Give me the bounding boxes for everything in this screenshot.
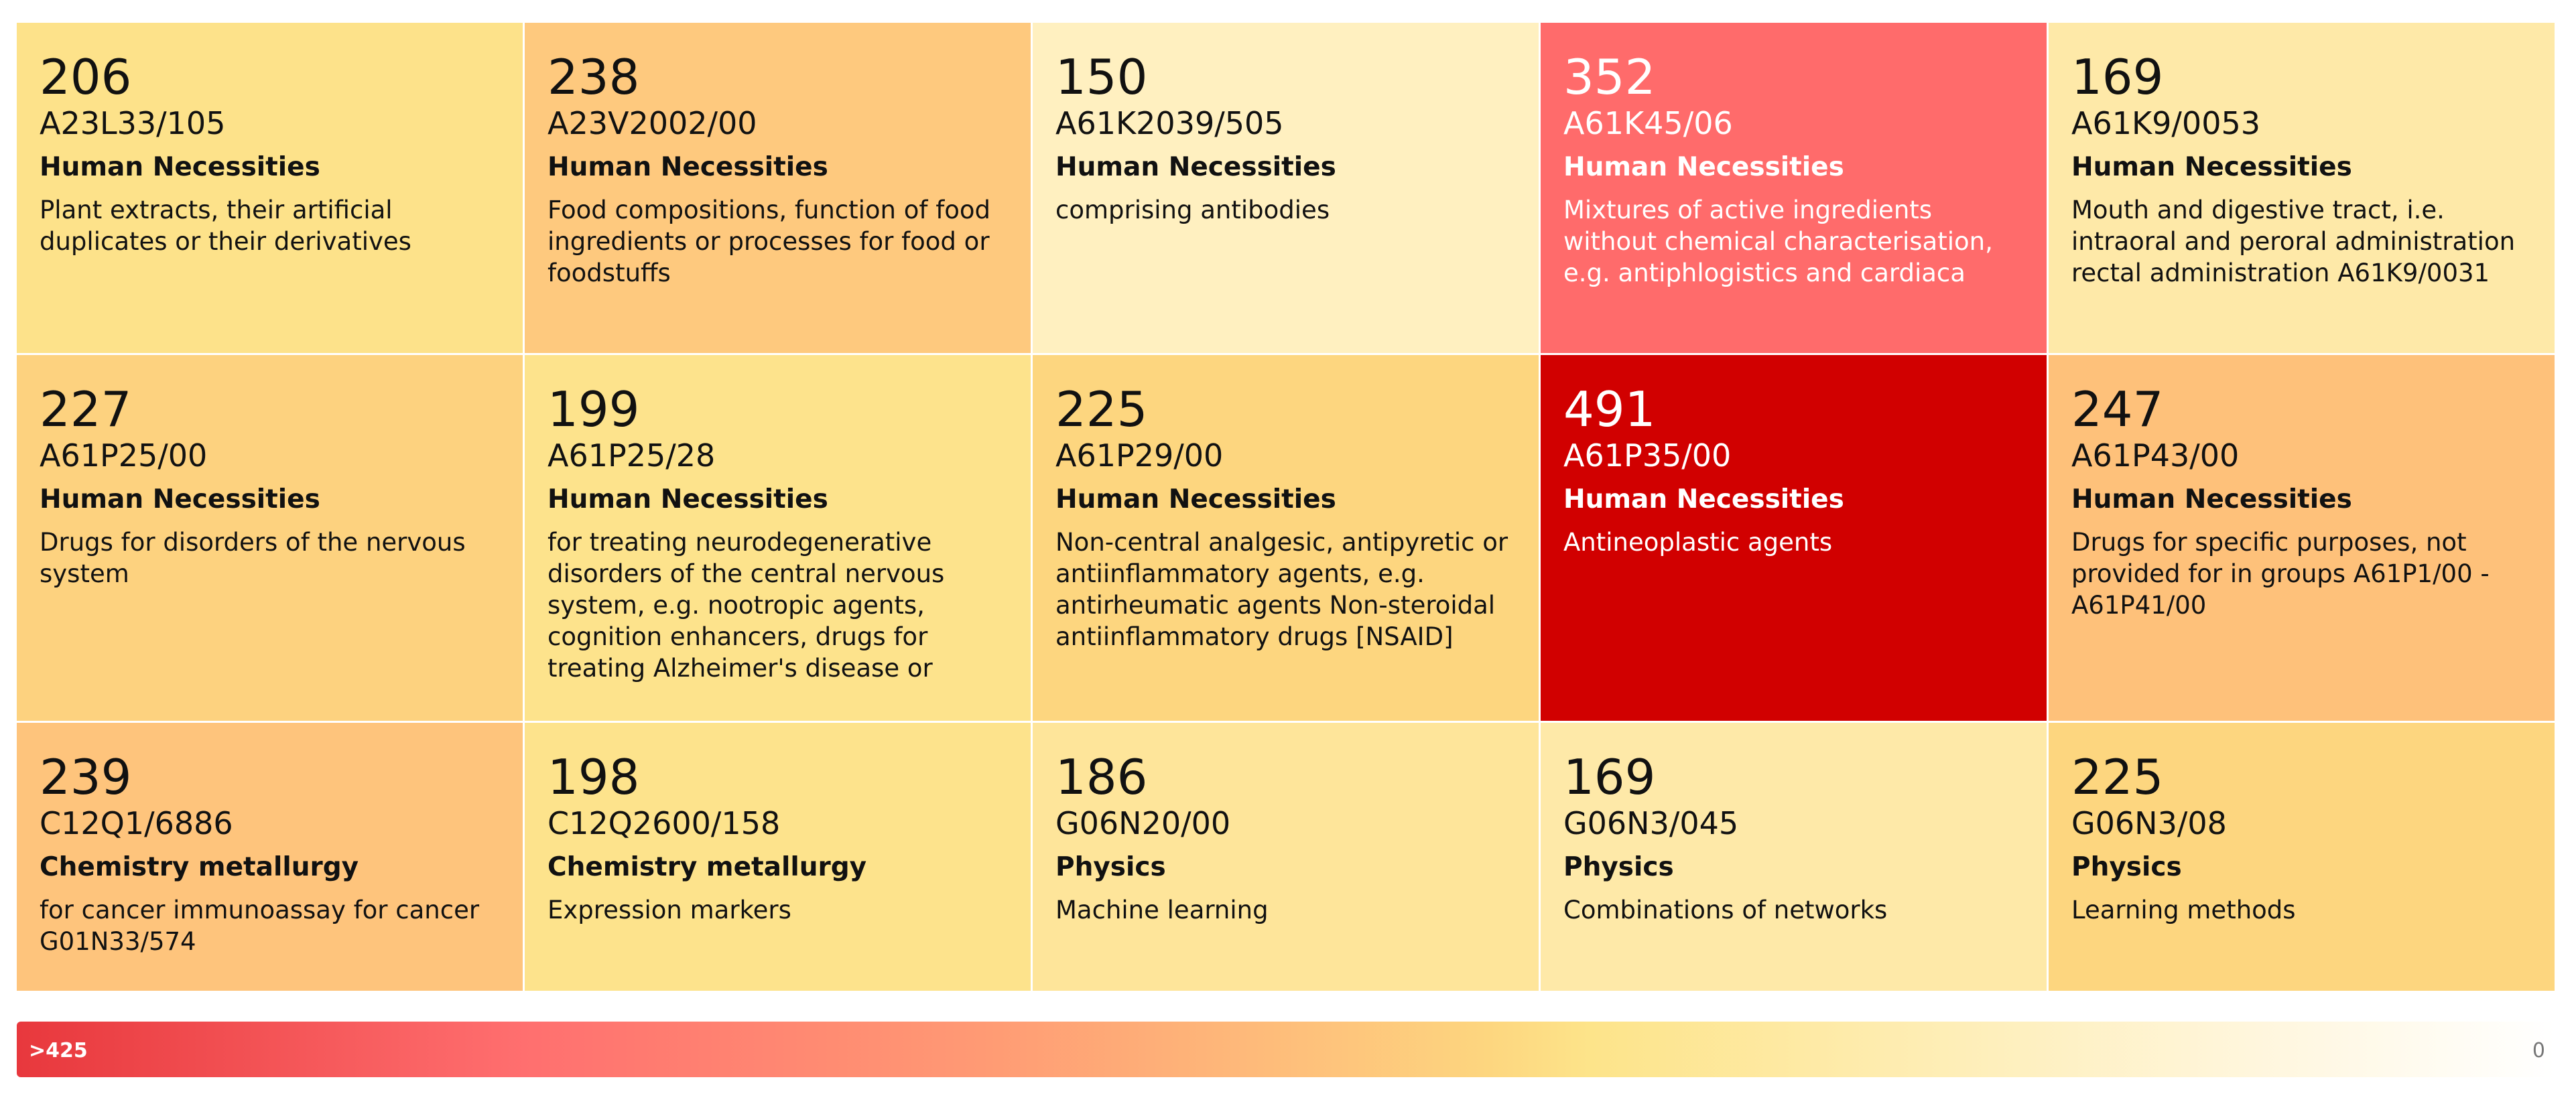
tile-count: 225 [2071,749,2164,805]
tile-section: Chemistry metallurgy [40,852,359,882]
tile-section: Human Necessities [2071,152,2352,182]
legend-min-label: 0 [2532,1039,2545,1062]
tile-section: Human Necessities [1563,484,1844,514]
tile-count: 169 [1563,749,1656,805]
tile-code: G06N3/045 [1563,805,1739,841]
tile-description: Machine learning [1055,896,1269,924]
tile-code: A61P29/00 [1055,437,1224,474]
heatmap-tile[interactable]: 352 A61K45/06 Human Necessities Mixtures of… [1541,23,2047,353]
tile-description: Expression markers [548,896,791,924]
tile-description: Mouth and digestive tract, i.e. intraora… [2071,196,2516,287]
tile-count: 199 [548,381,640,437]
heatmap-tile[interactable]: 186 G06N20/00 Physics Machine learning [1033,723,1539,991]
tile-section: Human Necessities [40,484,320,514]
tile-description: for cancer immunoassay for cancer G01N33… [40,896,480,956]
tile-description: Antineoplastic agents [1563,528,1833,557]
tile-section: Physics [1055,852,1166,882]
tile-description: Drugs for disorders of the nervous syste… [40,528,466,588]
tile-count: 227 [40,381,132,437]
tile-section: Human Necessities [548,484,828,514]
tile-count: 225 [1055,381,1148,437]
heatmap-tile[interactable]: 169 G06N3/045 Physics Combinations of netwo… [1541,723,2047,991]
tile-count: 491 [1563,381,1656,437]
tile-code: A61P35/00 [1563,437,1732,474]
tile-section: Human Necessities [2071,484,2352,514]
tile-section: Human Necessities [40,152,320,182]
tile-description: Plant extracts, their artificial duplica… [40,196,411,256]
tile-code: G06N3/08 [2071,805,2227,841]
tile-code: A61P25/28 [548,437,716,474]
color-legend: >425 0 [17,1022,2555,1077]
tile-code: C12Q1/6886 [40,805,233,841]
tile-count: 247 [2071,381,2164,437]
heatmap-tile[interactable]: 225 G06N3/08 Physics Learning methods [2049,723,2555,991]
tile-section: Human Necessities [1563,152,1844,182]
tile-count: 238 [548,49,640,105]
legend-max-label: >425 [29,1039,88,1062]
tile-description: Mixtures of active ingredients without c… [1563,196,1993,287]
tile-description: Combinations of networks [1563,896,1888,924]
tile-section: Human Necessities [548,152,828,182]
tile-description: Food compositions, function of food ingr… [548,196,990,287]
tile-description: comprising antibodies [1055,196,1330,224]
tile-description: for treating neurodegenerative disorders… [548,528,945,683]
tile-section: Human Necessities [1055,484,1336,514]
heatmap-tile[interactable]: 199 A61P25/28 Human Necessities for treatin… [525,355,1031,721]
tile-code: A61P43/00 [2071,437,2240,474]
heatmap-tile[interactable]: 169 A61K9/0053 Human Necessities Mouth and … [2049,23,2555,353]
tile-count: 352 [1563,49,1656,105]
tile-count: 206 [40,49,132,105]
tile-code: A61K2039/505 [1055,105,1284,141]
tile-description: Drugs for specific purposes, not provide… [2071,528,2490,620]
tile-code: A61K45/06 [1563,105,1733,141]
heatmap-tile[interactable]: 491 A61P35/00 Human Necessities Antineoplas… [1541,355,2047,721]
tile-code: G06N20/00 [1055,805,1231,841]
tile-code: C12Q2600/158 [548,805,781,841]
tile-section: Physics [2071,852,2182,882]
heatmap-tile[interactable]: 206 A23L33/105 Human Necessities Plant extr… [17,23,523,353]
heatmap-tile[interactable]: 198 C12Q2600/158 Chemistry metallurgy Expre… [525,723,1031,991]
tile-count: 198 [548,749,640,805]
tile-code: A23V2002/00 [548,105,757,141]
tile-count: 150 [1055,49,1148,105]
heatmap-tile[interactable]: 238 A23V2002/00 Human Necessities Food comp… [525,23,1031,353]
tile-code: A61K9/0053 [2071,105,2260,141]
heatmap-tile[interactable]: 227 A61P25/00 Human Necessities Drugs for d… [17,355,523,721]
tile-section: Chemistry metallurgy [548,852,867,882]
tile-description: Non-central analgesic, antipyretic or an… [1055,528,1508,651]
tile-count: 186 [1055,749,1148,805]
heatmap-tile[interactable]: 239 C12Q1/6886 Chemistry metallurgy for can… [17,723,523,991]
heatmap-grid: 206 A23L33/105 Human Necessities Plant extr… [17,23,2555,991]
tile-description: Learning methods [2071,896,2296,924]
heatmap-tile[interactable]: 150 A61K2039/505 Human Necessities comprisi… [1033,23,1539,353]
tile-count: 169 [2071,49,2164,105]
tile-section: Human Necessities [1055,152,1336,182]
tile-code: A23L33/105 [40,105,226,141]
heatmap-tile[interactable]: 247 A61P43/00 Human Necessities Drugs for s… [2049,355,2555,721]
tile-count: 239 [40,749,132,805]
heatmap-tile[interactable]: 225 A61P29/00 Human Necessities Non-central… [1033,355,1539,721]
tile-section: Physics [1563,852,1674,882]
tile-code: A61P25/00 [40,437,208,474]
